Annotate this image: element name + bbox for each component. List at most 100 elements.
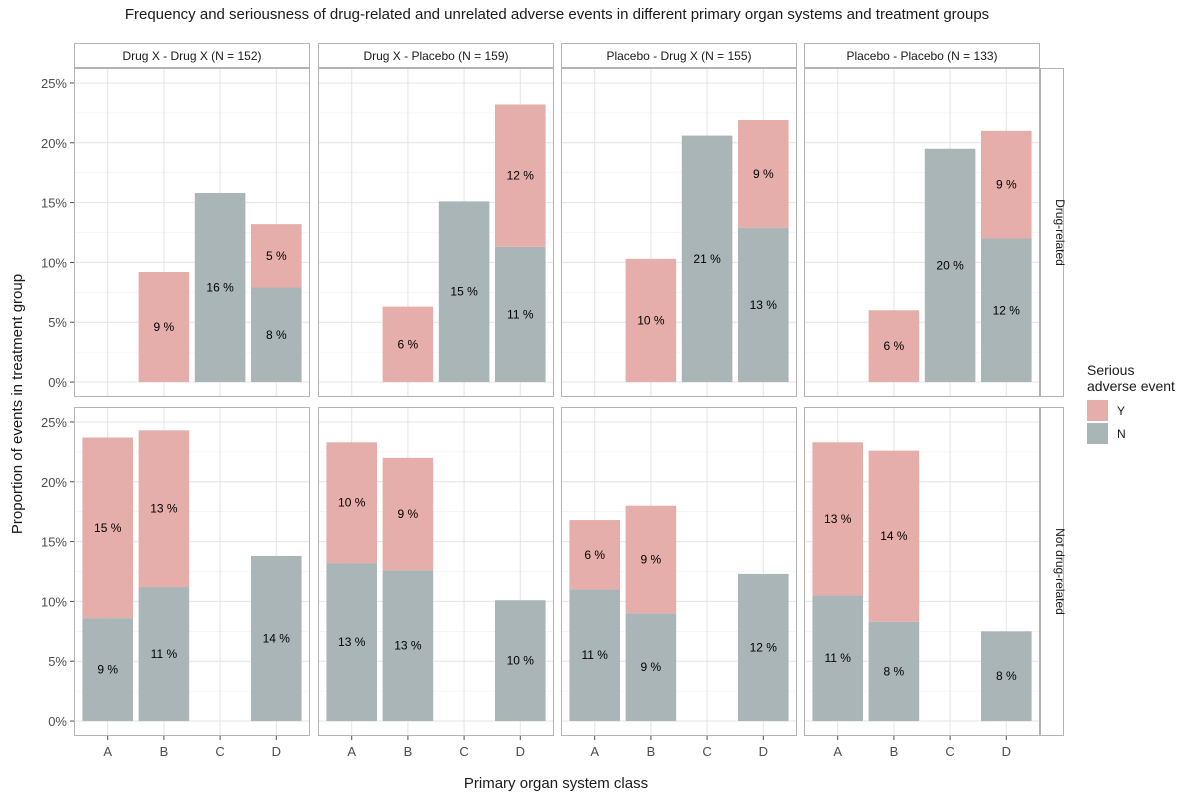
y-tick-label: 20% bbox=[41, 136, 67, 151]
y-tick-label: 10% bbox=[41, 255, 67, 270]
bar-segment-n bbox=[738, 227, 789, 383]
legend-label: Y bbox=[1117, 404, 1125, 418]
chart-title: Frequency and seriousness of drug-relate… bbox=[125, 6, 989, 23]
bar-segment-n bbox=[495, 600, 546, 722]
panel: 6 % 20 % 12 % 9 % bbox=[804, 68, 1040, 397]
bar-label: 8 % bbox=[266, 328, 287, 342]
bar-label: 21 % bbox=[693, 252, 721, 266]
bar-label: 13 % bbox=[394, 639, 422, 653]
bar-label: 6 % bbox=[884, 339, 905, 353]
bar-segment-y bbox=[625, 258, 677, 383]
bar-segment-n bbox=[138, 587, 190, 722]
x-tick-label: B bbox=[647, 744, 656, 759]
legend-title: Serious bbox=[1087, 362, 1134, 378]
bar-label: 9 % bbox=[154, 320, 175, 334]
y-tick-label: 5% bbox=[48, 654, 67, 669]
bar-segment-y bbox=[251, 224, 302, 288]
x-tick-label: C bbox=[215, 744, 224, 759]
panel: 10 % 21 % 13 % 9 % bbox=[561, 68, 797, 397]
bar-label: 9 % bbox=[97, 663, 118, 677]
panel: 13 % 10 % 13 % 9 % 10 % bbox=[318, 407, 554, 736]
bar-segment-n bbox=[812, 595, 863, 722]
bar-label: 10 % bbox=[507, 654, 535, 668]
legend-swatch-n bbox=[1087, 423, 1108, 444]
bar-label: 16 % bbox=[206, 281, 234, 295]
y-tick-label: 5% bbox=[48, 315, 67, 330]
bar-segment-y bbox=[382, 306, 434, 383]
y-tick-label: 25% bbox=[41, 415, 67, 430]
bar-segment-y bbox=[382, 457, 434, 571]
bar-label: 9 % bbox=[641, 553, 662, 567]
bar-segment-y bbox=[569, 520, 620, 590]
bar-segment-n bbox=[194, 193, 246, 383]
panels-layer: 9 % 16 % 8 % 5 % 6 % 15 % 11 % 12 % 10 % 21 % 13 %… bbox=[74, 68, 1040, 736]
x-tick-label: C bbox=[459, 744, 468, 759]
y-tick-label: 0% bbox=[48, 714, 67, 729]
bar-segment-y bbox=[82, 437, 133, 619]
facet-strips: Drug X - Drug X (N = 152) Drug X - Placeb… bbox=[74, 43, 1067, 736]
bar-segment-n bbox=[924, 148, 976, 383]
column-strip: Drug X - Placebo (N = 159) bbox=[318, 43, 554, 68]
bar-segment-y bbox=[868, 310, 920, 383]
panel-border bbox=[561, 407, 797, 736]
x-tick-label: D bbox=[759, 744, 768, 759]
bar-segment-n bbox=[495, 246, 546, 383]
panel: 6 % 15 % 11 % 12 % bbox=[318, 68, 554, 397]
column-strip: Placebo - Drug X (N = 155) bbox=[561, 43, 797, 68]
bar-label: 13 % bbox=[824, 512, 852, 526]
x-axis-title: Primary organ system class bbox=[464, 775, 648, 792]
bar-label: 13 % bbox=[338, 635, 366, 649]
bar-label: 8 % bbox=[884, 664, 905, 678]
bar-segment-y bbox=[138, 430, 190, 588]
panel-border bbox=[74, 407, 310, 736]
bar-label: 10 % bbox=[637, 313, 665, 327]
bar-segment-n bbox=[738, 573, 789, 722]
row-strip-label: Drug-related bbox=[1053, 199, 1067, 266]
bar-label: 6 % bbox=[584, 548, 605, 562]
column-strip: Drug X - Drug X (N = 152) bbox=[74, 43, 310, 68]
bar-segment-n bbox=[382, 570, 434, 722]
column-strip-background bbox=[804, 43, 1040, 68]
bar-segment-n bbox=[569, 589, 620, 722]
x-tick-label: A bbox=[833, 744, 842, 759]
column-strip-label: Placebo - Drug X (N = 155) bbox=[606, 49, 751, 63]
column-strip-background bbox=[74, 43, 310, 68]
bar-label: 9 % bbox=[753, 167, 774, 181]
panel: 9 % 16 % 8 % 5 % bbox=[74, 68, 310, 397]
panel-border bbox=[318, 68, 554, 397]
bar-segment-n bbox=[82, 618, 133, 722]
bar-label: 12 % bbox=[993, 303, 1021, 317]
bar-segment-n bbox=[438, 201, 490, 383]
bar-label: 20 % bbox=[936, 258, 964, 272]
x-tick-label: D bbox=[516, 744, 525, 759]
panel-border bbox=[561, 68, 797, 397]
legend-title: adverse event bbox=[1087, 378, 1175, 394]
panel-border bbox=[804, 68, 1040, 397]
panel: 9 % 15 % 11 % 13 % 14 % bbox=[74, 407, 310, 736]
legend-label: N bbox=[1117, 427, 1126, 441]
bar-label: 14 % bbox=[880, 529, 908, 543]
row-strip-background bbox=[1040, 407, 1064, 736]
column-strip-background bbox=[561, 43, 797, 68]
column-strip: Placebo - Placebo (N = 133) bbox=[804, 43, 1040, 68]
panel-border bbox=[318, 407, 554, 736]
x-tick-label: B bbox=[890, 744, 899, 759]
x-tick-label: C bbox=[702, 744, 711, 759]
x-tick-label: A bbox=[103, 744, 112, 759]
bar-label: 9 % bbox=[996, 178, 1017, 192]
bar-label: 6 % bbox=[398, 337, 419, 351]
x-tick-label: A bbox=[590, 744, 599, 759]
panel-border bbox=[74, 68, 310, 397]
bar-label: 12 % bbox=[507, 169, 535, 183]
bar-label: 9 % bbox=[398, 507, 419, 521]
bar-label: 10 % bbox=[338, 496, 366, 510]
bar-label: 11 % bbox=[824, 651, 851, 665]
bar-label: 14 % bbox=[263, 631, 291, 645]
bar-label: 15 % bbox=[450, 285, 478, 299]
panel-border bbox=[804, 407, 1040, 736]
bar-segment-n bbox=[326, 563, 377, 722]
bar-segment-y bbox=[625, 505, 677, 614]
column-strip-background bbox=[318, 43, 554, 68]
row-strip-background bbox=[1040, 68, 1064, 397]
y-tick-label: 15% bbox=[41, 535, 67, 550]
